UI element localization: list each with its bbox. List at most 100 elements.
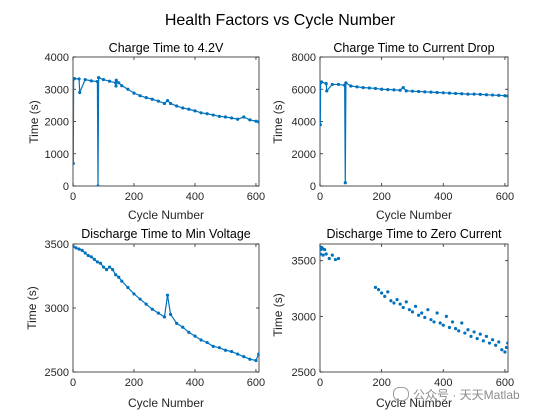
data-point — [469, 334, 473, 338]
data-point — [336, 82, 341, 87]
data-point — [175, 321, 179, 325]
subplot-charge-time-current-drop: Charge Time to Current Drop Cycle Number… — [271, 41, 514, 222]
data-point — [423, 90, 427, 94]
data-point — [217, 346, 221, 350]
data-point — [503, 94, 507, 98]
data-point — [117, 275, 121, 279]
data-point — [104, 268, 109, 272]
data-point — [107, 79, 112, 83]
y-tick-label: 4000 — [292, 117, 316, 129]
watermark: 公众号 · 天天Matlab — [393, 386, 520, 403]
data-point — [386, 87, 390, 92]
plot-area — [319, 56, 509, 187]
x-tick-label: 0 — [70, 191, 76, 203]
y-tick-label: 3000 — [45, 303, 69, 315]
data-point — [211, 344, 215, 348]
data-point — [504, 345, 508, 350]
data-point — [96, 184, 100, 186]
subplot-discharge-time-zero-current: Discharge Time to Zero Current Cycle Num… — [271, 227, 514, 410]
data-point — [466, 92, 470, 96]
x-tick-label: 0 — [317, 191, 323, 203]
data-point — [321, 253, 325, 257]
data-point — [367, 86, 371, 90]
data-point — [95, 260, 99, 264]
x-tick-label: 400 — [434, 191, 452, 203]
data-point — [506, 94, 508, 98]
x-tick-label: 600 — [247, 191, 265, 203]
y-tick-label: 2000 — [45, 117, 69, 129]
data-point — [373, 86, 378, 91]
data-point — [438, 321, 442, 325]
data-point — [330, 82, 334, 87]
subplot-title: Discharge Time to Zero Current — [326, 227, 502, 241]
data-point — [441, 323, 445, 327]
data-point — [423, 315, 427, 320]
data-point — [404, 300, 408, 304]
data-point — [168, 101, 173, 106]
data-series — [73, 76, 259, 186]
y-tick-label: 4000 — [45, 52, 69, 64]
data-point — [242, 355, 246, 359]
data-point — [343, 83, 347, 87]
y-tick-label: 3000 — [292, 311, 316, 323]
data-point — [144, 96, 148, 100]
data-point — [478, 92, 482, 97]
data-point — [187, 107, 191, 111]
subplot-discharge-time-min-voltage: Discharge Time to Min Voltage Cycle Numb… — [25, 227, 265, 410]
data-point — [257, 120, 259, 124]
data-point — [236, 117, 240, 121]
x-tick-label: 400 — [186, 377, 204, 389]
data-point — [101, 265, 106, 269]
x-tick-label: 200 — [372, 191, 390, 203]
data-point — [248, 118, 252, 122]
data-point — [89, 255, 93, 259]
data-point — [77, 247, 81, 251]
plot-area — [319, 243, 509, 373]
data-point — [404, 89, 408, 93]
y-tick-label: 0 — [310, 181, 316, 193]
data-point — [175, 104, 179, 108]
x-tick-label: 400 — [186, 191, 204, 203]
data-point — [484, 334, 489, 338]
data-point — [475, 337, 479, 341]
data-point — [324, 82, 328, 86]
data-point — [205, 340, 209, 345]
data-point — [330, 253, 334, 257]
data-point — [223, 115, 228, 119]
data-point — [193, 334, 197, 338]
data-point — [162, 315, 167, 319]
data-point — [165, 293, 170, 297]
x-tick-label: 200 — [125, 191, 143, 203]
y-axis-label: Time (s) — [271, 293, 285, 337]
data-point — [120, 279, 124, 283]
data-point — [320, 123, 322, 127]
data-point — [380, 87, 384, 91]
data-point — [333, 257, 338, 262]
data-point — [77, 77, 81, 81]
subplot-title: Discharge Time to Min Voltage — [81, 227, 251, 241]
data-point — [89, 79, 93, 83]
data-point — [80, 248, 84, 252]
data-point — [114, 273, 118, 277]
y-axis-label: Time (s) — [27, 100, 41, 144]
data-point — [205, 112, 209, 116]
data-point — [392, 301, 396, 305]
data-point — [223, 348, 228, 352]
data-point — [320, 80, 324, 84]
x-tick-label: 0 — [70, 377, 76, 389]
data-series — [320, 80, 508, 185]
data-point — [447, 91, 452, 95]
x-axis-label: Cycle Number — [376, 208, 452, 222]
data-point — [349, 84, 353, 88]
data-point — [92, 257, 96, 261]
data-point — [165, 98, 170, 103]
data-point — [325, 89, 329, 93]
data-point — [383, 294, 387, 298]
y-tick-label: 0 — [63, 181, 69, 193]
y-tick-label: 3500 — [45, 239, 69, 251]
data-point — [181, 106, 185, 110]
data-point — [199, 111, 203, 115]
data-point — [114, 84, 118, 88]
data-series — [73, 244, 259, 363]
data-point — [490, 338, 495, 342]
